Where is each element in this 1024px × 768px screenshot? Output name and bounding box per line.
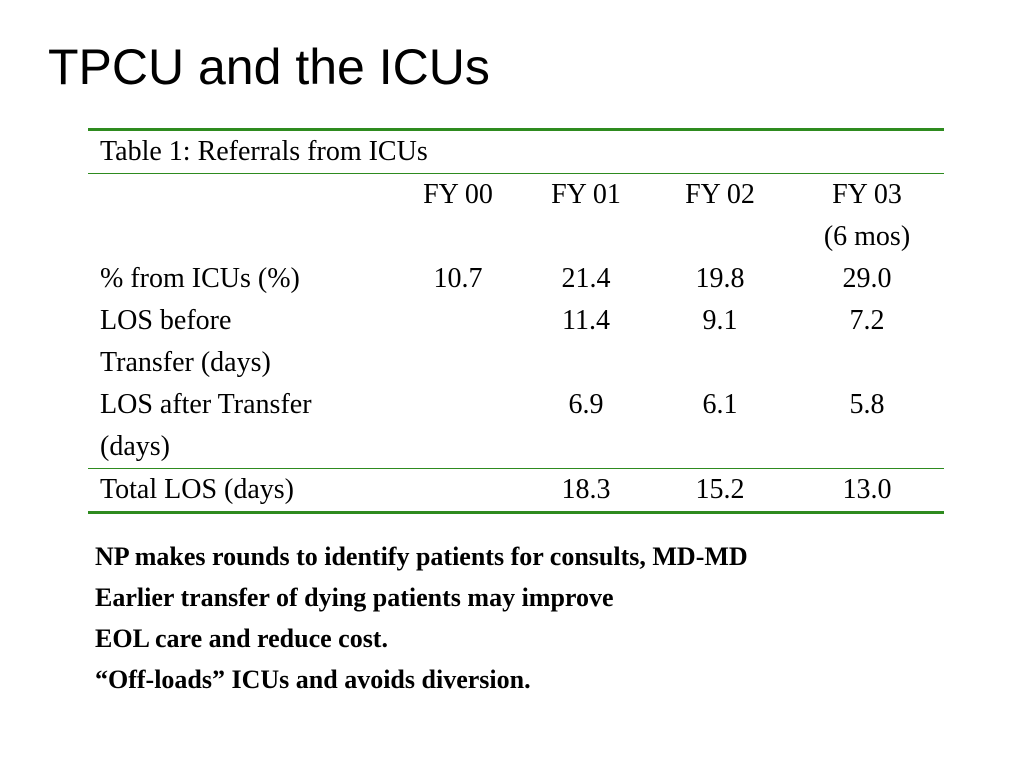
cell: 18.3 [561, 474, 611, 505]
total-rule [88, 468, 944, 469]
header-empty [88, 174, 394, 258]
table-header-row: FY 00 FY 01 FY 02 FY 03 (6 mos) [88, 174, 944, 258]
row-label-line: Transfer (days) [100, 347, 271, 378]
cell: 13.0 [842, 474, 892, 505]
cell [394, 469, 522, 511]
table-caption: Table 1: Referrals from ICUs [100, 136, 428, 167]
header-fy00: FY 00 [423, 179, 493, 210]
table-row-total: Total LOS (days) 18.3 15.2 13.0 [88, 469, 944, 511]
table-bottom-rule [88, 511, 944, 514]
cell: 6.9 [568, 389, 604, 420]
note-line: NP makes rounds to identify patients for… [95, 542, 748, 571]
row-label-pct-icu: % from ICUs (%) [100, 263, 300, 294]
caption-rule [88, 173, 944, 174]
cell: 7.2 [849, 305, 885, 336]
row-label-line: LOS after Transfer [100, 389, 312, 420]
cell: 9.1 [702, 305, 738, 336]
row-label-line: LOS before [100, 305, 232, 336]
row-label-los-after: LOS after Transfer (days) [88, 384, 394, 468]
table-row: LOS before Transfer (days) 11.4 9.1 7.2 [88, 300, 944, 384]
table-top-rule [88, 128, 944, 131]
header-fy01: FY 01 [551, 179, 621, 210]
cell: 15.2 [695, 474, 745, 505]
row-label-total-los: Total LOS (days) [100, 474, 295, 505]
slide-title: TPCU and the ICUs [48, 39, 490, 95]
header-fy03-line2: (6 mos) [823, 221, 911, 252]
row-label-los-before: LOS before Transfer (days) [88, 300, 394, 384]
cell: 5.8 [849, 389, 885, 420]
cell: 19.8 [695, 263, 745, 294]
cell: 11.4 [562, 305, 610, 336]
header-fy03-line1: FY 03 [832, 179, 902, 210]
row-label-line: (days) [100, 431, 170, 462]
cell [394, 300, 522, 384]
table-row: LOS after Transfer (days) 6.9 6.1 5.8 [88, 384, 944, 468]
cell: 10.7 [433, 263, 483, 294]
cell [394, 384, 522, 468]
cell: 29.0 [842, 263, 892, 294]
notes: NP makes rounds to identify patients for… [95, 536, 748, 700]
header-fy03: FY 03 (6 mos) [790, 174, 944, 258]
note-line: EOL care and reduce cost. [95, 624, 388, 653]
header-fy02: FY 02 [685, 179, 755, 210]
cell: 21.4 [561, 263, 611, 294]
referrals-table: Table 1: Referrals from ICUs FY 00 FY 01… [88, 128, 944, 514]
cell: 6.1 [702, 389, 738, 420]
note-line: “Off-loads” ICUs and avoids diversion. [95, 665, 531, 694]
table-row: % from ICUs (%) 10.7 21.4 19.8 29.0 [88, 258, 944, 300]
note-line: Earlier transfer of dying patients may i… [95, 583, 614, 612]
